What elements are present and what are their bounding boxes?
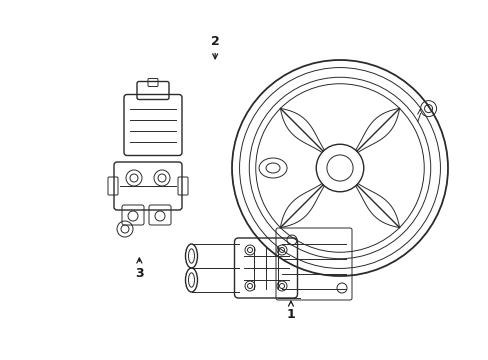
Text: 1: 1 xyxy=(286,301,295,321)
Text: 2: 2 xyxy=(210,35,219,59)
Text: 3: 3 xyxy=(135,258,143,280)
